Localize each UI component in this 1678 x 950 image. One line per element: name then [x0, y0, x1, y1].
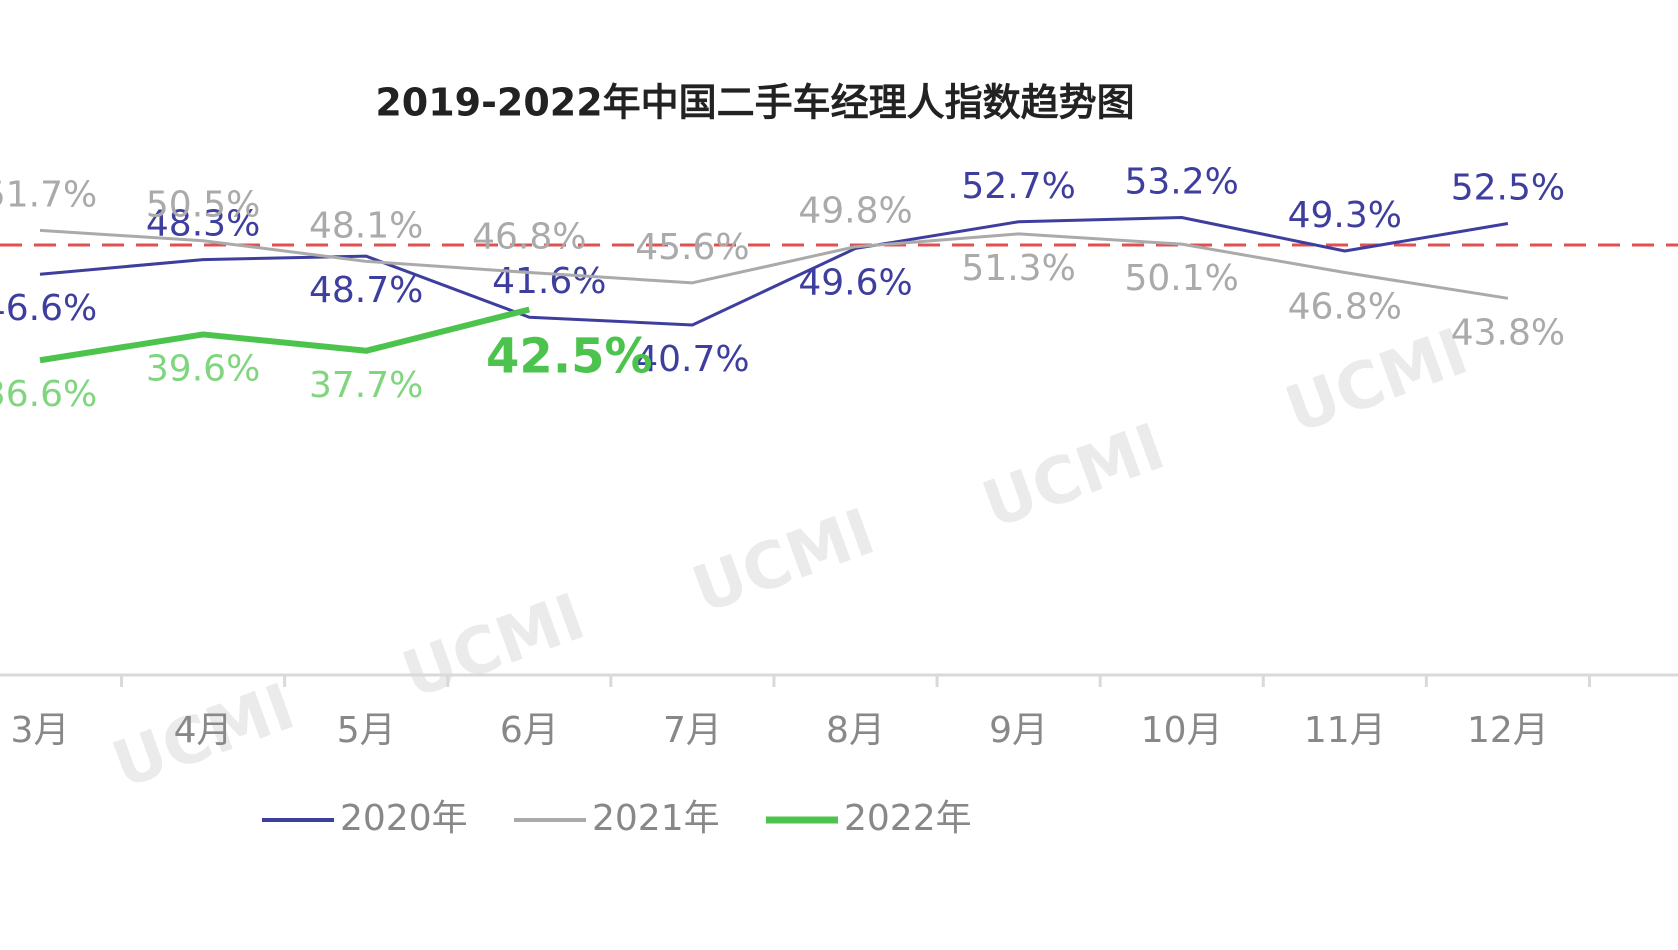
data-label: 52.7%	[961, 166, 1075, 207]
x-tick-label: 3月	[11, 710, 70, 751]
x-tick-label: 10月	[1141, 710, 1223, 751]
data-label: 51.7%	[0, 174, 97, 215]
x-tick-label: 5月	[337, 710, 396, 751]
data-label: 50.5%	[146, 185, 260, 226]
x-tick-label: 9月	[989, 710, 1048, 751]
data-label: 40.7%	[635, 339, 749, 380]
series-line	[39, 215, 1509, 327]
data-label: 48.1%	[309, 205, 423, 246]
data-label: 45.6%	[635, 227, 749, 268]
x-tick-label: 11月	[1304, 710, 1386, 751]
watermark: UCMI	[974, 410, 1175, 543]
data-label: 52.5%	[1451, 168, 1565, 209]
legend-label: 2022年	[844, 798, 972, 839]
data-label: 49.6%	[798, 262, 912, 303]
data-label: 49.3%	[1288, 195, 1402, 236]
x-tick-label: 6月	[500, 710, 559, 751]
x-tick-label: 8月	[826, 710, 885, 751]
watermark: UCMI	[684, 495, 885, 628]
data-label: 53.2%	[1125, 161, 1239, 202]
data-label: 42.5%	[486, 329, 653, 385]
data-label: 51.3%	[961, 248, 1075, 289]
series-line	[39, 306, 531, 364]
watermark: UCMI	[394, 580, 595, 713]
data-label: 50.1%	[1125, 258, 1239, 299]
data-label: 43.8%	[1451, 312, 1565, 353]
data-label: 46.8%	[472, 217, 586, 258]
x-tick-label: 12月	[1467, 710, 1549, 751]
watermark: UCMI	[1277, 315, 1478, 448]
data-label: 49.8%	[798, 191, 912, 232]
data-label: 48.7%	[309, 270, 423, 311]
data-label: 46.8%	[1288, 287, 1402, 328]
x-tick-label: 7月	[663, 710, 722, 751]
data-label: 36.6%	[0, 374, 97, 415]
data-label: 37.7%	[309, 365, 423, 406]
chart-title: 2019-2022年中国二手车经理人指数趋势图	[375, 81, 1134, 125]
data-label: 41.6%	[492, 261, 606, 302]
legend-label: 2020年	[340, 798, 468, 839]
data-label: 39.6%	[146, 348, 260, 389]
legend-label: 2021年	[592, 798, 720, 839]
x-tick-label: 4月	[174, 710, 233, 751]
data-label: 46.6%	[0, 288, 97, 329]
series-line	[39, 228, 1509, 300]
